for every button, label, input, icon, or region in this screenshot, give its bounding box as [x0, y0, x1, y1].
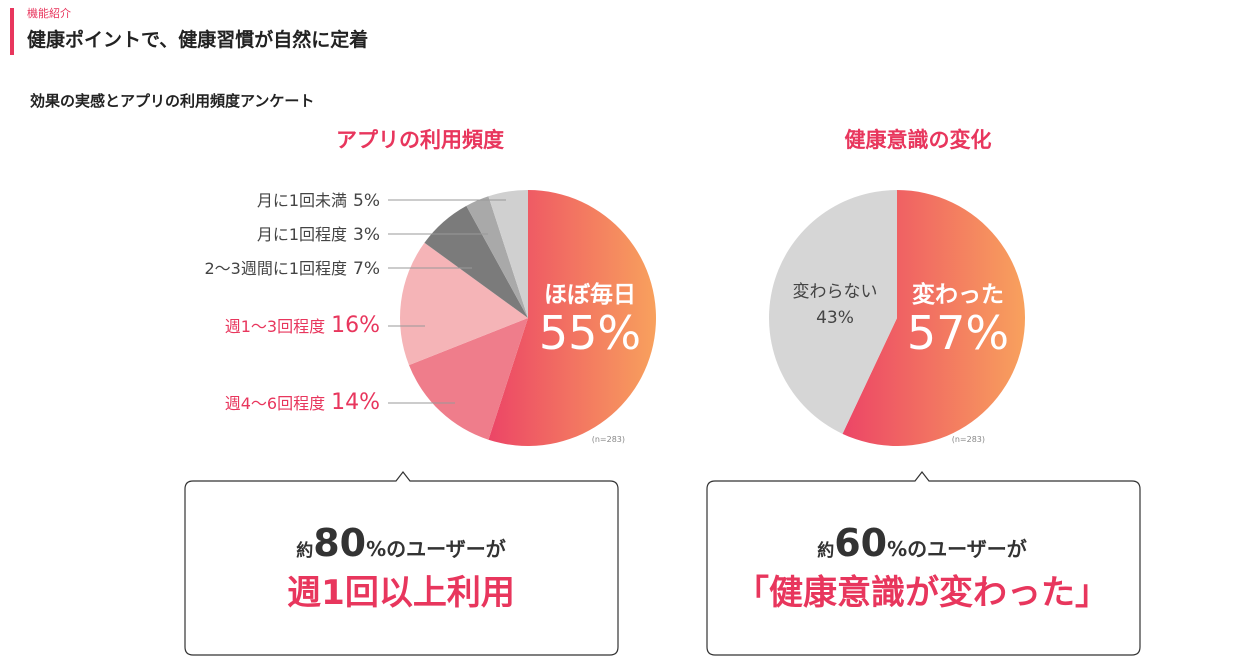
- value-label: 55%: [539, 306, 641, 360]
- callout: 約80%のユーザーが 週1回以上利用: [184, 471, 619, 656]
- chart-title: アプリの利用頻度: [336, 128, 504, 152]
- pie-slice: [400, 242, 528, 366]
- section-label: 機能紹介: [27, 6, 71, 20]
- callout-line: 約80%のユーザーが: [296, 521, 506, 565]
- pie-slice: [408, 318, 528, 440]
- callout-emphasis: 週1回以上利用: [287, 573, 515, 613]
- category-label: 週1〜3回程度: [225, 317, 325, 336]
- pie-slice: [768, 190, 897, 434]
- accent-bar: [10, 8, 14, 55]
- slice-label: 変わらない: [793, 282, 878, 302]
- pie-slice: [842, 190, 1026, 446]
- slice-label: 変わった: [912, 281, 1004, 308]
- number: 80: [313, 521, 366, 565]
- callout-line: 約60%のユーザーが: [817, 521, 1027, 565]
- category-label: 週4〜6回程度: [225, 394, 325, 413]
- callout: 約60%のユーザーが 「健康意識が変わった」: [706, 471, 1141, 656]
- sample-note: (n=283): [592, 435, 625, 444]
- value-label: 7%: [353, 259, 380, 279]
- prefix: 約: [296, 540, 313, 561]
- heading: 健康ポイントで、健康習慣が自然に定着: [27, 28, 368, 51]
- category-label: 月に1回未満: [257, 191, 347, 210]
- pie-slice: [488, 190, 528, 318]
- value-label: 43%: [816, 308, 854, 328]
- value-label: 57%: [907, 306, 1009, 360]
- value-label: 16%: [331, 313, 380, 338]
- prefix: 約: [817, 540, 834, 561]
- callout-box: [184, 471, 619, 656]
- category-label: 2〜3週間に1回程度: [204, 259, 347, 278]
- category-label: 月に1回程度: [257, 225, 347, 244]
- pie-slice: [488, 190, 656, 447]
- value-label: 14%: [331, 390, 380, 415]
- chart-title: 健康意識の変化: [845, 128, 992, 152]
- subtitle: 効果の実感とアプリの利用頻度アンケート: [30, 92, 314, 110]
- pie-slice: [466, 196, 528, 318]
- callout-box: [706, 471, 1141, 656]
- number: 60: [834, 521, 887, 565]
- slice-label: ほぼ毎日: [544, 282, 636, 308]
- suffix: %のユーザーが: [887, 537, 1027, 561]
- value-label: 5%: [353, 191, 380, 211]
- value-label: 3%: [353, 225, 380, 245]
- suffix: %のユーザーが: [366, 537, 506, 561]
- sample-note: (n=283): [952, 435, 985, 444]
- callout-emphasis: 「健康意識が変わった」: [735, 573, 1109, 613]
